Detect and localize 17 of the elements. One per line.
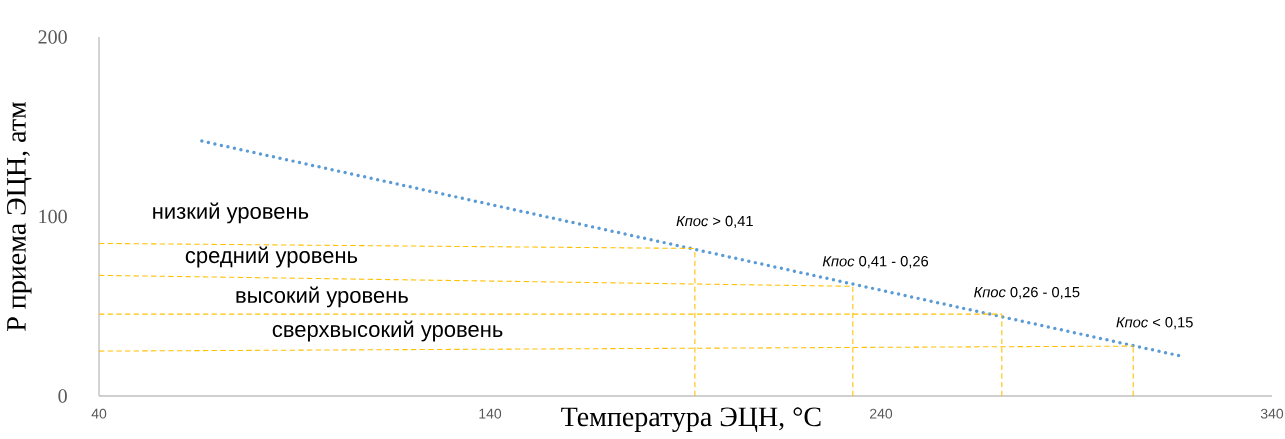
x-tick-label: 240: [870, 408, 893, 419]
annotation: Кпос < 0,15: [1116, 317, 1193, 330]
y-axis-title: Р приема ЭЦН, атм: [7, 101, 32, 331]
annotation: Кпос 0,41 - 0,26: [822, 256, 929, 269]
annotation: Кпос 0,26 - 0,15: [974, 286, 1080, 300]
annotation: Кпос > 0,41: [676, 215, 753, 228]
annotation: средний уровень: [185, 246, 358, 268]
x-tick-label: 140: [479, 408, 502, 419]
y-tick-label: 200: [38, 30, 67, 44]
x-tick-label: 40: [91, 408, 107, 419]
y-tick-label: 0: [58, 389, 67, 403]
x-axis-title: Температура ЭЦН, °С: [561, 407, 821, 433]
y-tick-label: 100: [39, 209, 67, 224]
annotation: низкий уровень: [153, 202, 309, 224]
x-tick-label: 340: [1260, 408, 1284, 419]
annotation: высокий уровень: [236, 286, 408, 308]
annotation: сверхвысокий уровень: [272, 320, 503, 342]
